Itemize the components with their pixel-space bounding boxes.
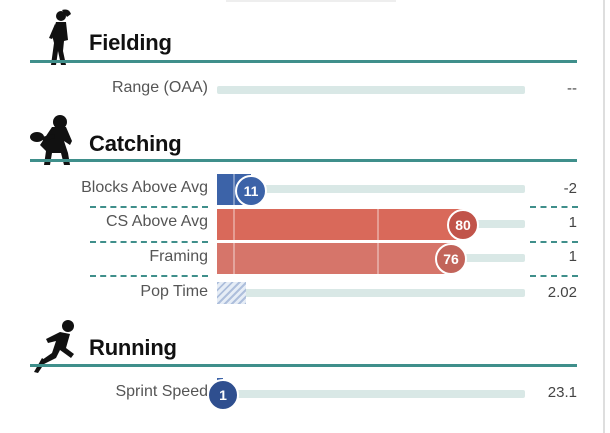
fielding-rule	[30, 60, 577, 63]
catching-rule	[30, 159, 577, 162]
scroll-edge	[603, 0, 605, 433]
running-title: Running	[89, 335, 177, 360]
range-oaa-value: --	[567, 80, 577, 97]
blocks-track	[217, 185, 525, 193]
sprint-speed-track	[217, 390, 525, 398]
row-divider	[90, 241, 208, 243]
blocks-label: Blocks Above Avg	[81, 179, 208, 196]
pop-time-hatched-fill	[217, 282, 246, 304]
blocks-value: -2	[563, 180, 577, 197]
sprint-speed-percentile-badge: 1	[207, 379, 239, 411]
sprint-speed-label: Sprint Speed	[115, 383, 208, 400]
row-divider	[530, 275, 578, 277]
cs-percentile-badge: 80	[447, 209, 479, 241]
pop-time-value: 2.02	[547, 284, 577, 301]
running-rule	[30, 364, 577, 367]
range-oaa-label: Range (OAA)	[111, 79, 208, 96]
framing-label: Framing	[149, 248, 208, 265]
blocks-percentile-badge: 11	[235, 175, 267, 207]
pop-time-track	[217, 289, 525, 297]
catching-title: Catching	[89, 131, 182, 156]
range-oaa-track	[217, 86, 525, 94]
cs-fill	[217, 209, 463, 240]
row-divider	[530, 206, 578, 208]
catcher-silhouette-icon	[30, 115, 72, 165]
cs-value: 1	[568, 214, 577, 231]
sprint-speed-value: 23.1	[547, 384, 577, 401]
fielding-title: Fielding	[89, 30, 172, 55]
row-divider	[90, 206, 208, 208]
pop-time-label: Pop Time	[140, 283, 208, 300]
previous-section-track	[226, 0, 396, 2]
fielder-silhouette-icon	[49, 9, 71, 65]
framing-value: 1	[568, 248, 577, 265]
cs-label: CS Above Avg	[106, 213, 208, 230]
runner-silhouette-icon	[34, 320, 74, 373]
framing-fill	[217, 243, 451, 274]
row-divider	[90, 275, 208, 277]
framing-percentile-badge: 76	[435, 243, 467, 275]
row-divider	[530, 241, 578, 243]
